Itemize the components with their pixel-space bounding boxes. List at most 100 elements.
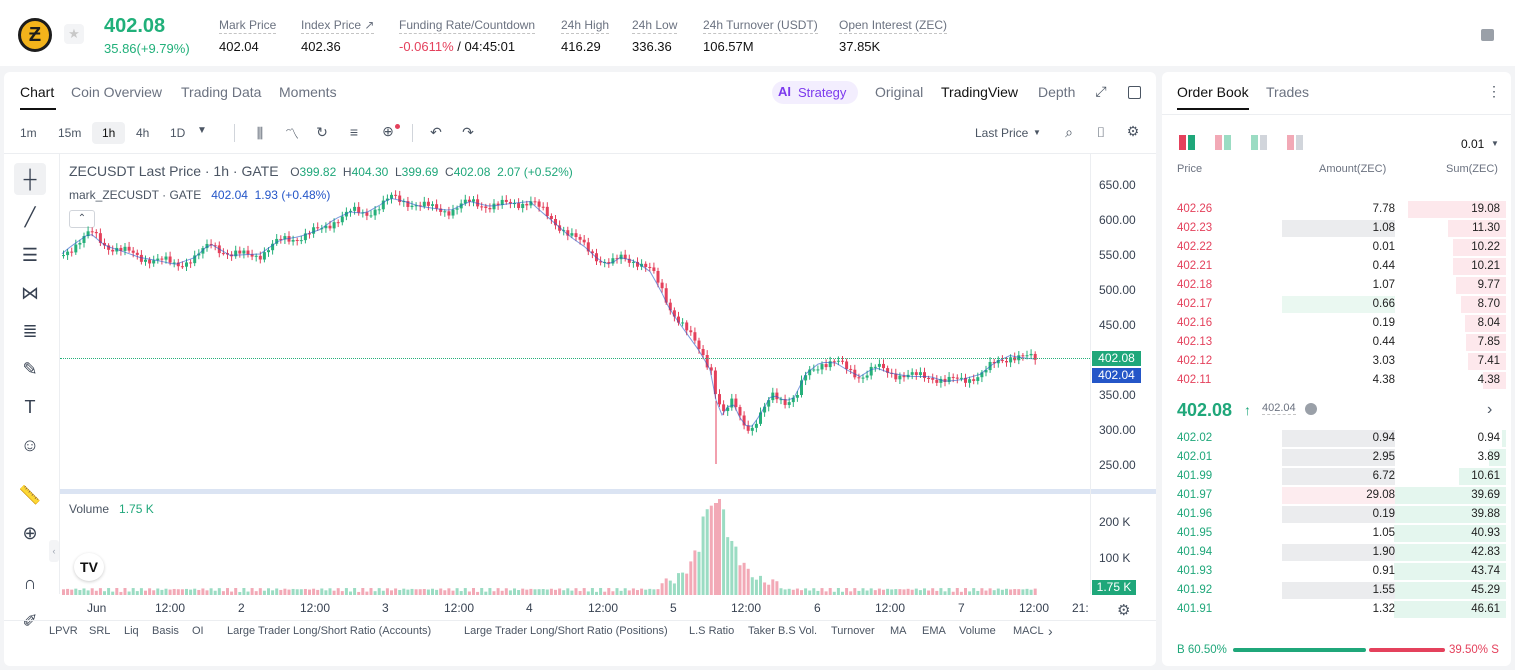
candlestick-chart[interactable] <box>60 154 1090 490</box>
interval-15m[interactable]: 15m <box>58 126 82 140</box>
indicator-9[interactable]: Turnover <box>831 625 875 637</box>
tab-order-book[interactable]: Order Book <box>1177 84 1249 100</box>
indicator-2[interactable]: Liq <box>124 625 139 637</box>
orderbook-view-icon-3[interactable] <box>1287 135 1304 150</box>
interval-1h[interactable]: 1h <box>102 126 116 140</box>
bid-row[interactable]: 401.97 29.08 39.69 <box>1170 486 1506 505</box>
indicator-11[interactable]: EMA <box>922 625 946 637</box>
text-tool-icon[interactable]: T <box>24 397 36 417</box>
candle <box>709 367 713 371</box>
bid-row[interactable]: 401.95 1.05 40.93 <box>1170 524 1506 543</box>
fib-icon[interactable]: ≣ <box>22 321 38 341</box>
chart-settings-icon[interactable]: ⚙ <box>1117 602 1131 619</box>
interval-1D[interactable]: 1D <box>170 126 186 140</box>
bid-row[interactable]: 401.99 6.72 10.61 <box>1170 467 1506 486</box>
compare-icon[interactable]: ↻ <box>316 124 328 140</box>
zoom-in-icon[interactable]: ⊕ <box>22 523 38 543</box>
mark-info-icon[interactable] <box>1305 403 1317 415</box>
interval-4h[interactable]: 4h <box>136 126 150 140</box>
last-price-caret-icon[interactable]: ▼ <box>1033 128 1041 137</box>
volume-bar <box>86 590 90 595</box>
window-icon[interactable] <box>1128 86 1141 99</box>
gear-icon[interactable]: ⚙ <box>1126 123 1140 139</box>
bid-row[interactable]: 401.96 0.19 39.88 <box>1170 505 1506 524</box>
emoji-icon[interactable]: ☺ <box>20 435 40 455</box>
precision-select[interactable]: 0.01 <box>1461 137 1485 151</box>
add-alert-icon[interactable]: ⊕ <box>382 123 394 139</box>
view-depth[interactable]: Depth <box>1038 84 1076 100</box>
search-icon[interactable]: ⌕ <box>1065 124 1073 140</box>
indicator-8[interactable]: Taker B.S Vol. <box>748 625 818 637</box>
bid-row[interactable]: 402.02 0.94 0.94 <box>1170 429 1506 448</box>
ask-row[interactable]: 402.23 1.08 11.30 <box>1170 219 1506 238</box>
ask-row[interactable]: 402.21 0.44 10.21 <box>1170 257 1506 276</box>
indicator-0[interactable]: LPVR <box>49 625 78 637</box>
indicator-3[interactable]: Basis <box>152 625 179 637</box>
indicator-5[interactable]: Large Trader Long/Short Ratio (Accounts) <box>227 625 432 637</box>
view-tradingview[interactable]: TradingView <box>941 84 1019 100</box>
horizontal-lines-icon[interactable]: ☰ <box>21 245 39 265</box>
interval-dropdown-icon[interactable]: ▼ <box>197 125 207 136</box>
camera-icon[interactable]: ⌷ <box>1096 124 1106 140</box>
bid-row[interactable]: 402.01 2.95 3.89 <box>1170 448 1506 467</box>
indicator-12[interactable]: Volume <box>959 625 996 637</box>
pane-separator[interactable] <box>60 489 1156 494</box>
pencil-lock-icon[interactable]: ✐ <box>22 611 38 631</box>
bid-row[interactable]: 401.91 1.32 46.61 <box>1170 600 1506 619</box>
brush-icon[interactable]: ✎ <box>22 359 38 379</box>
indicators-next-icon[interactable]: › <box>1048 623 1053 639</box>
ask-row[interactable]: 402.18 1.07 9.77 <box>1170 276 1506 295</box>
volume-bar <box>414 589 418 595</box>
strategy-button[interactable] <box>772 81 858 104</box>
indicator-4[interactable]: OI <box>192 625 204 637</box>
candles-icon[interactable]: ⫼ <box>256 125 264 141</box>
ask-row[interactable]: 402.12 3.03 7.41 <box>1170 352 1506 371</box>
ask-row[interactable]: 402.22 0.01 10.22 <box>1170 238 1506 257</box>
orderbook-next-icon[interactable]: › <box>1487 401 1493 418</box>
layout-settings-icon[interactable] <box>1481 29 1494 41</box>
bid-row[interactable]: 401.94 1.90 42.83 <box>1170 543 1506 562</box>
indicators-icon[interactable]: 〽 <box>285 126 299 142</box>
trend-line-icon[interactable]: ╱ <box>24 207 36 227</box>
orderbook-view-icon-2[interactable] <box>1251 135 1268 150</box>
legend-collapse-button[interactable]: ⌃ <box>69 210 95 228</box>
redo-icon[interactable]: ↷ <box>462 124 474 140</box>
indicator-6[interactable]: Large Trader Long/Short Ratio (Positions… <box>464 625 668 637</box>
templates-icon[interactable]: ≡ <box>349 124 359 140</box>
ask-row[interactable]: 402.17 0.66 8.70 <box>1170 295 1506 314</box>
indicator-1[interactable]: SRL <box>89 625 111 637</box>
orderbook-view-icon-1[interactable] <box>1215 135 1232 150</box>
tab-trades[interactable]: Trades <box>1266 84 1310 100</box>
favorite-star-icon[interactable]: ★ <box>64 24 84 44</box>
ruler-icon[interactable]: 📏 <box>18 485 42 505</box>
precision-caret-icon[interactable]: ▼ <box>1491 139 1499 148</box>
candle <box>648 266 652 268</box>
bid-row[interactable]: 401.93 0.91 43.74 <box>1170 562 1506 581</box>
tab-trading-data[interactable]: Trading Data <box>181 84 262 100</box>
time-axis-label: Jun <box>87 601 107 615</box>
undo-icon[interactable]: ↶ <box>430 124 442 140</box>
indicator-7[interactable]: L.S Ratio <box>689 625 735 637</box>
volume-bar <box>402 588 406 595</box>
indicator-10[interactable]: MA <box>890 625 907 637</box>
ask-row[interactable]: 402.16 0.19 8.04 <box>1170 314 1506 333</box>
pattern-icon[interactable]: ⋈ <box>21 283 39 303</box>
ask-row[interactable]: 402.11 4.38 4.38 <box>1170 371 1506 390</box>
expand-icon[interactable]: ⤢ <box>1095 83 1107 99</box>
interval-1m[interactable]: 1m <box>20 126 37 140</box>
last-price-select[interactable]: Last Price <box>975 126 1029 140</box>
tab-coin-overview[interactable]: Coin Overview <box>71 84 163 100</box>
tab-moments[interactable]: Moments <box>279 84 337 100</box>
tab-chart[interactable]: Chart <box>20 84 55 100</box>
orderbook-view-icon-0[interactable] <box>1179 135 1196 150</box>
volume-bar <box>242 588 246 595</box>
ask-row[interactable]: 402.13 0.44 7.85 <box>1170 333 1506 352</box>
ask-row[interactable]: 402.26 7.78 19.08 <box>1170 200 1506 219</box>
view-original[interactable]: Original <box>875 84 924 100</box>
bid-row[interactable]: 401.92 1.55 45.29 <box>1170 581 1506 600</box>
indicator-13[interactable]: MACL <box>1013 625 1044 637</box>
collapse-tools-icon[interactable]: ‹ <box>49 540 59 562</box>
magnet-icon[interactable]: ∩ <box>23 573 37 593</box>
more-icon[interactable]: ⋮ <box>1487 83 1501 99</box>
crosshair-icon[interactable]: ┼ <box>14 163 46 195</box>
